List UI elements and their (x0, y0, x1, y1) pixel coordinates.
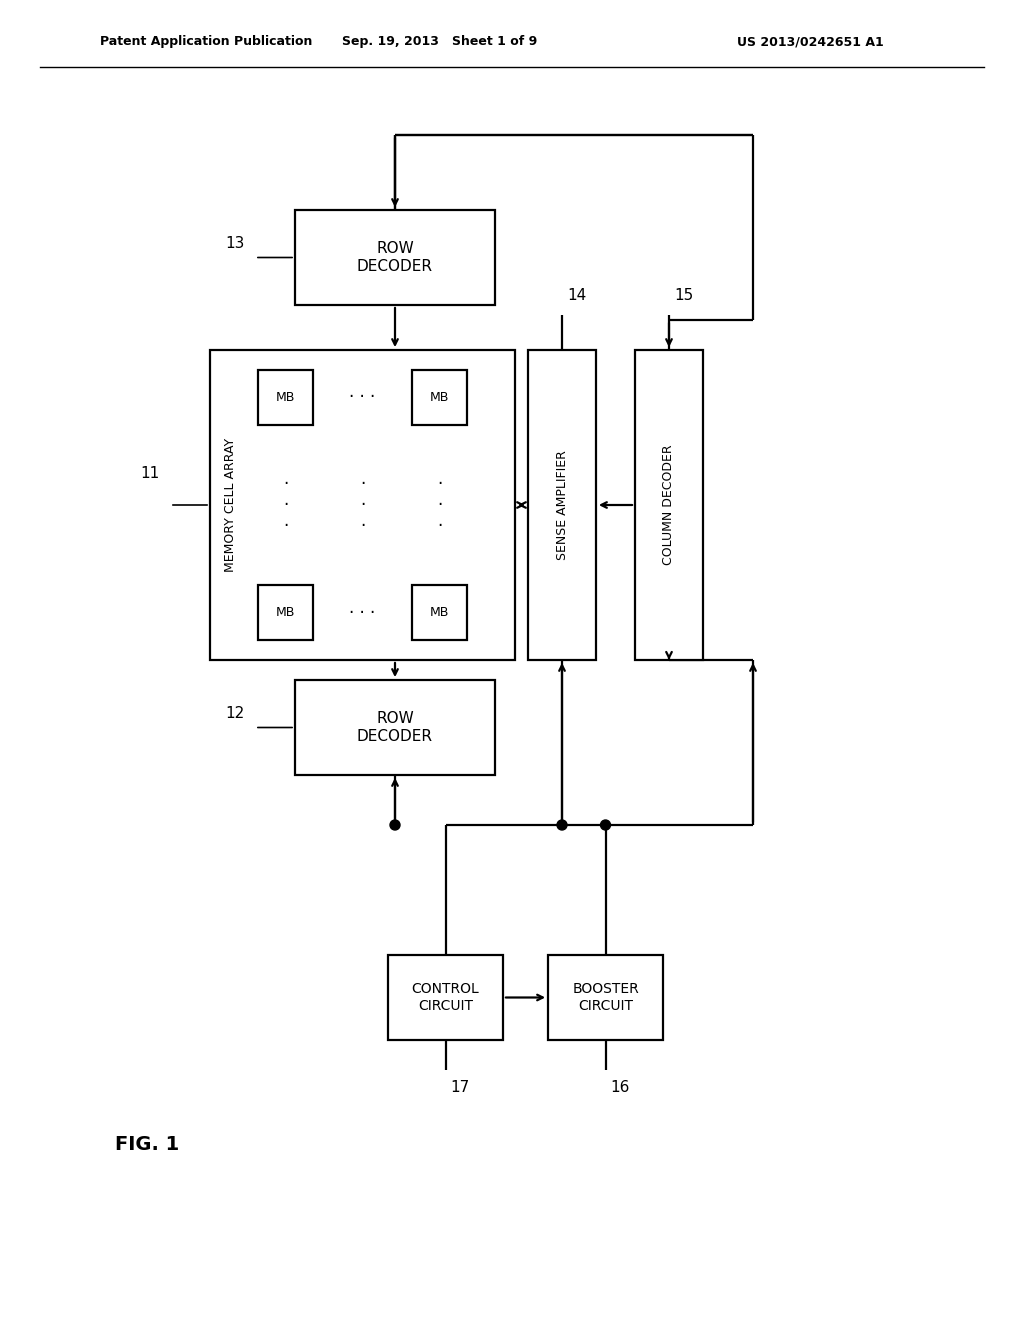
Text: 11: 11 (140, 466, 160, 482)
Text: ·
·
·: · · · (437, 475, 442, 535)
Bar (528, 350, 596, 660)
Bar (548, 954, 663, 1040)
Text: Sep. 19, 2013   Sheet 1 of 9: Sep. 19, 2013 Sheet 1 of 9 (342, 36, 538, 49)
Text: MB: MB (430, 391, 450, 404)
Text: 16: 16 (610, 1081, 630, 1096)
Text: 17: 17 (451, 1081, 470, 1096)
Bar (295, 210, 495, 305)
Circle shape (600, 820, 610, 830)
Text: ROW
DECODER: ROW DECODER (357, 711, 433, 743)
Circle shape (390, 820, 400, 830)
Bar (258, 370, 313, 425)
Text: COLUMN DECODER: COLUMN DECODER (663, 445, 676, 565)
Text: ROW
DECODER: ROW DECODER (357, 242, 433, 273)
Text: 12: 12 (225, 706, 245, 721)
Bar (412, 370, 467, 425)
Text: SENSE AMPLIFIER: SENSE AMPLIFIER (555, 450, 568, 560)
Bar (210, 350, 515, 660)
Bar (412, 585, 467, 640)
Bar (295, 680, 495, 775)
Text: 14: 14 (567, 288, 587, 302)
Bar (635, 350, 703, 660)
Text: · · ·: · · · (349, 388, 376, 407)
Text: US 2013/0242651 A1: US 2013/0242651 A1 (736, 36, 884, 49)
Text: · · ·: · · · (349, 603, 376, 622)
Bar (258, 585, 313, 640)
Text: MB: MB (430, 606, 450, 619)
Text: CONTROL
CIRCUIT: CONTROL CIRCUIT (412, 982, 479, 1012)
Text: FIG. 1: FIG. 1 (115, 1135, 179, 1155)
Text: Patent Application Publication: Patent Application Publication (100, 36, 312, 49)
Text: 13: 13 (225, 236, 245, 251)
Circle shape (557, 820, 567, 830)
Text: MEMORY CELL ARRAY: MEMORY CELL ARRAY (223, 438, 237, 572)
Text: MB: MB (275, 391, 295, 404)
Text: BOOSTER
CIRCUIT: BOOSTER CIRCUIT (572, 982, 639, 1012)
Text: MB: MB (275, 606, 295, 619)
Text: ·
·
·: · · · (359, 475, 366, 535)
Bar (388, 954, 503, 1040)
Text: 15: 15 (674, 288, 693, 302)
Text: ·
·
·: · · · (283, 475, 288, 535)
